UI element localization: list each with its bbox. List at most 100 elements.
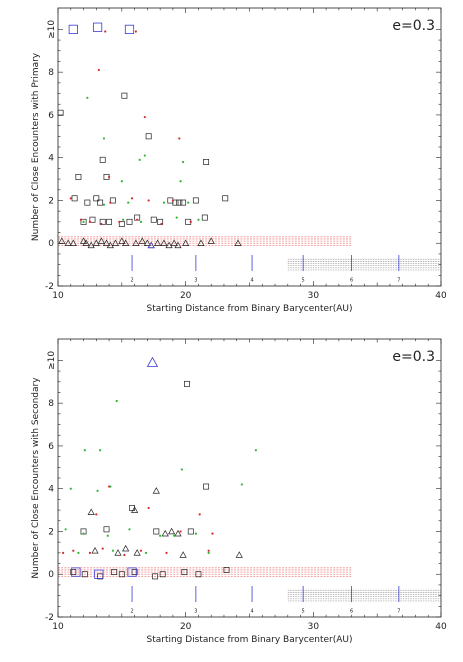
resonance-label: 2 (130, 278, 133, 284)
data-point-green-dot (175, 216, 178, 219)
data-point-triangle (235, 551, 243, 558)
data-point-triangle (92, 239, 100, 246)
data-point-red-dot (178, 137, 181, 140)
resonance-label: 3 (194, 609, 197, 615)
data-point-green-dot (179, 180, 182, 183)
data-point-red-dot (147, 506, 150, 510)
data-point-square (93, 195, 100, 202)
data-point-square (150, 216, 157, 223)
data-point-square (70, 569, 77, 576)
y-axis-label: Number of Close Encounters with Primary (31, 52, 41, 241)
data-point-green-dot (102, 137, 106, 140)
data-point-square (203, 159, 210, 165)
data-point-triangle (97, 237, 106, 244)
data-point-red-dot (72, 549, 75, 552)
data-point-triangle (179, 551, 187, 558)
data-point-square (187, 528, 194, 535)
y-tick-label: 0 (48, 570, 54, 580)
data-point-green-dot (115, 399, 118, 403)
data-point-red-dot (134, 30, 137, 33)
data-point-square (103, 526, 110, 533)
data-point-red-dot (107, 175, 111, 179)
y-tick-label: 8 (48, 399, 54, 409)
plot-frame (57, 338, 442, 618)
data-point-large-square (94, 569, 104, 579)
data-point-triangle (147, 241, 155, 249)
data-point-square (176, 199, 183, 206)
data-point-square (81, 571, 88, 578)
data-point-square (152, 573, 158, 580)
data-point-large-square (92, 22, 103, 32)
data-point-square (159, 571, 166, 578)
x-tick-label: 30 (308, 291, 320, 301)
y-axis-label: Number of Close Encounters with Secondar… (31, 377, 41, 579)
gray-band (287, 258, 441, 271)
data-point-square (203, 483, 210, 490)
data-point-triangle (131, 506, 139, 513)
data-point-triangle (79, 237, 88, 244)
data-point-red-dot (147, 199, 150, 202)
data-point-triangle (234, 239, 242, 246)
data-point-green-dot (162, 201, 166, 204)
data-point-triangle (168, 527, 176, 535)
data-point-triangle (174, 529, 182, 537)
x-tick-label: 30 (308, 622, 320, 632)
data-point-green-dot (143, 154, 146, 157)
data-point-red-dot (109, 201, 112, 204)
data-point-green-dot (197, 218, 200, 221)
data-point-triangle (91, 546, 99, 554)
data-point-green-dot (254, 449, 257, 452)
data-point-large-square (71, 567, 81, 577)
data-point-square (201, 214, 208, 221)
data-point-green-dot (82, 220, 85, 223)
data-point-green-dot (182, 160, 185, 164)
data-point-square (75, 173, 82, 180)
data-point-square (97, 199, 104, 206)
data-point-square (153, 528, 160, 535)
y-tick-label: 2 (48, 527, 54, 537)
data-point-green-dot (82, 532, 85, 535)
data-point-triangle (114, 549, 122, 556)
data-point-square (111, 569, 118, 576)
data-point-triangle (160, 239, 168, 246)
x-axis-label: Starting Distance from Binary Barycenter… (146, 304, 352, 314)
y-tick-label: 6 (48, 442, 54, 452)
data-point-square (222, 195, 229, 202)
pink-band (58, 236, 352, 246)
eccentricity-annotation: e=0.3 (392, 349, 435, 365)
resonance-label: 3 (194, 278, 197, 284)
data-point-green-dot (111, 549, 114, 552)
y-tick-label: ≥10 (47, 351, 57, 370)
data-point-red-dot (107, 485, 111, 488)
data-point-triangle (197, 239, 205, 246)
data-point-green-dot (159, 534, 162, 537)
data-point-red-dot (198, 513, 201, 516)
data-point-square (172, 199, 179, 206)
pink-band (58, 567, 352, 577)
data-point-green-dot (194, 532, 197, 535)
data-point-triangle (138, 237, 146, 244)
data-point-green-dot (139, 220, 143, 223)
data-point-red-dot (189, 220, 192, 223)
data-point-triangle (152, 487, 160, 494)
data-point-triangle (165, 241, 173, 249)
x-tick-label: 20 (180, 291, 192, 301)
data-point-square (192, 197, 199, 204)
resonance-label: 6 (350, 278, 353, 284)
x-tick-label: 40 (435, 291, 447, 301)
resonance-label: 7 (397, 609, 400, 615)
data-point-triangle (174, 241, 182, 249)
data-point-red-dot (123, 553, 126, 557)
data-point-green-dot (122, 218, 125, 221)
y-tick-label: 8 (48, 68, 54, 78)
data-point-green-dot (86, 96, 89, 99)
data-point-square (145, 133, 152, 140)
data-point-red-dot (207, 549, 210, 552)
data-point-green-dot (207, 551, 210, 554)
data-point-square (118, 571, 125, 578)
y-tick-label: 4 (48, 154, 54, 164)
data-point-triangle (106, 241, 114, 249)
data-point-triangle (143, 239, 151, 246)
resonance-label: 4 (250, 278, 253, 284)
data-point-square (129, 504, 135, 511)
